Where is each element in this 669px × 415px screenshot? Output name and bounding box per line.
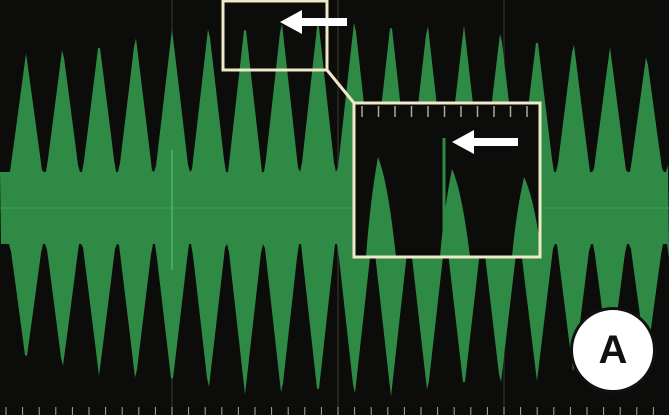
inset-ticks bbox=[361, 106, 528, 117]
signal-waveform bbox=[0, 18, 669, 397]
left-arrow-icon bbox=[452, 130, 518, 154]
zoomed-hump bbox=[366, 157, 396, 257]
zoomed-hump bbox=[440, 169, 470, 257]
signal-envelope bbox=[0, 18, 669, 397]
zoom-source-box bbox=[221, 0, 356, 104]
panel-label: A bbox=[570, 307, 656, 393]
zoom-inset-box bbox=[352, 101, 542, 259]
zoomed-waveform bbox=[366, 138, 540, 257]
zoomed-hump bbox=[512, 177, 540, 257]
left-arrow-icon bbox=[280, 10, 347, 34]
